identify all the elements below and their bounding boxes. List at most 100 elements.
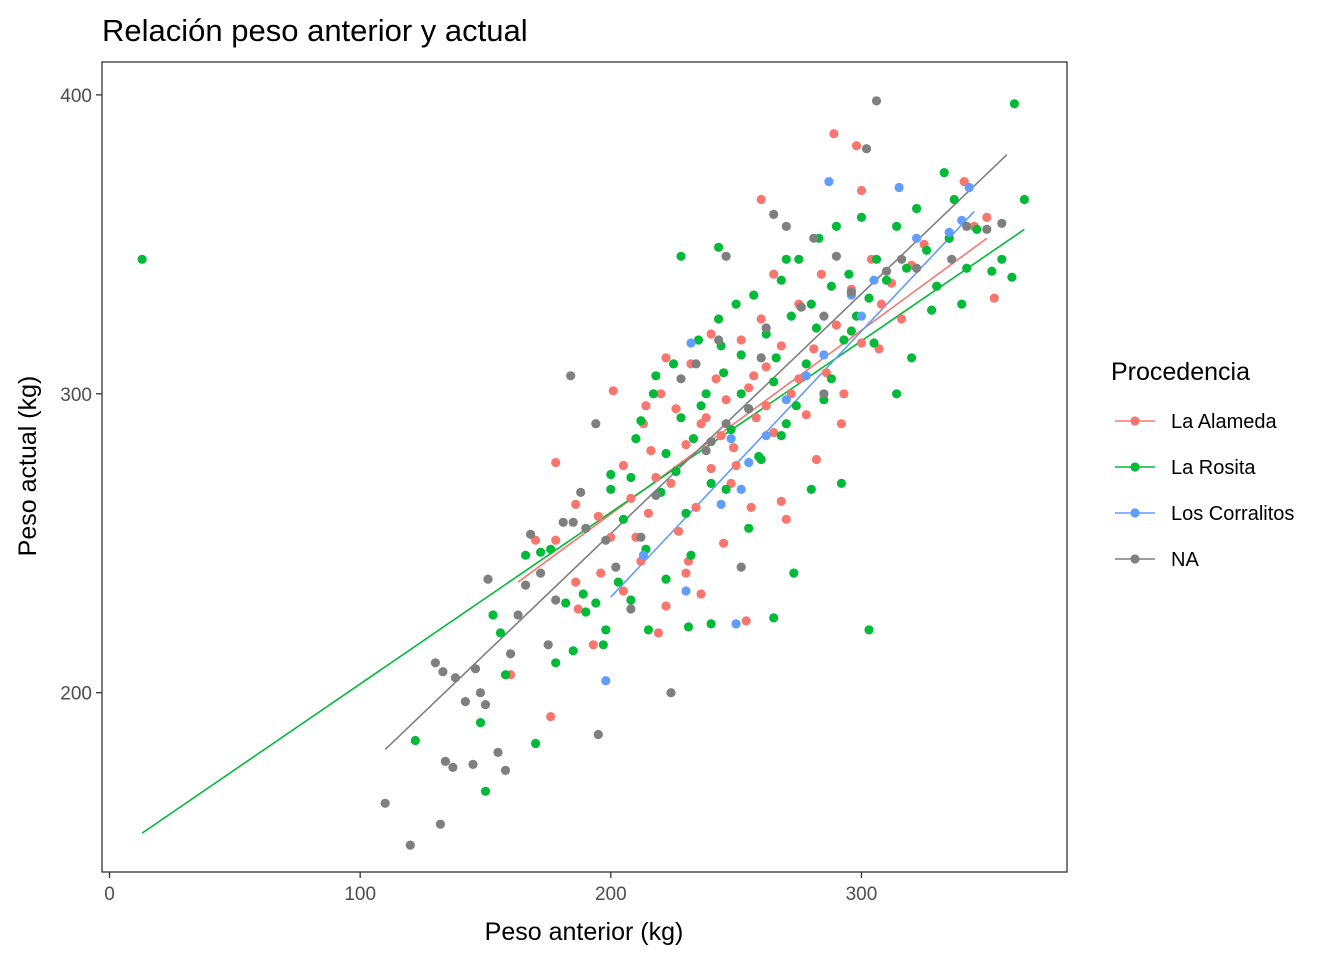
point-3-43 [769,209,779,219]
point-0-64 [661,601,671,611]
point-0-87 [641,401,651,411]
point-3-53 [897,254,907,264]
point-1-1 [410,735,420,746]
point-1-28 [706,478,716,488]
point-2-21 [638,550,649,560]
point-0-32 [831,320,842,330]
point-3-60 [714,335,724,345]
point-1-89 [686,550,696,560]
point-1-60 [932,281,942,291]
point-1-74 [643,625,654,635]
point-0-47 [989,293,999,303]
point-3-0 [380,798,390,808]
point-0-83 [716,431,726,441]
point-3-44 [781,221,791,231]
point-2-17 [744,457,754,468]
point-3-57 [982,224,992,234]
point-3-17 [513,610,523,620]
x-tick-label-3: 300 [846,884,878,905]
point-1-23 [676,413,686,423]
point-3-6 [448,762,458,773]
x-axis: 0 100 200 300 [104,872,877,905]
point-3-63 [819,389,829,399]
point-1-21 [661,448,671,459]
point-0-56 [719,538,729,548]
point-3-36 [676,374,686,384]
point-3-9 [468,759,478,770]
y-tick-label-0: 200 [60,684,92,705]
point-3-35 [666,688,676,698]
point-3-19 [526,529,536,539]
point-0-28 [801,410,811,420]
point-0-68 [651,472,661,483]
point-0-54 [681,568,691,578]
point-1-80 [676,251,686,261]
point-0-70 [706,329,716,339]
point-1-99 [791,401,801,411]
point-1-54 [871,254,882,264]
point-0-52 [571,577,581,587]
point-0-10 [666,478,676,488]
point-2-15 [964,182,974,193]
point-1-39 [776,275,786,285]
point-3-1 [405,840,415,850]
point-3-23 [558,517,568,527]
point-0-18 [729,443,739,453]
point-3-29 [593,729,603,740]
point-1-63 [962,263,972,273]
point-3-7 [450,673,460,683]
point-1-77 [561,598,571,608]
point-3-47 [819,311,829,321]
point-0-3 [593,511,603,521]
point-0-5 [618,460,629,471]
point-0-80 [761,401,771,411]
point-1-110 [500,670,511,680]
point-3-50 [861,144,872,154]
point-1-91 [631,434,641,444]
point-0-63 [588,640,598,650]
point-3-34 [651,490,661,500]
point-1-70 [769,613,779,623]
point-0-33 [839,389,849,399]
point-1-35 [749,290,759,300]
point-0-24 [769,428,779,438]
point-3-25 [568,517,578,527]
point-2-10 [869,275,879,285]
point-3-13 [483,574,493,584]
point-1-104 [907,353,917,363]
point-1-98 [771,353,781,363]
point-1-83 [869,338,879,348]
point-0-86 [661,353,671,363]
point-3-2 [435,819,445,829]
point-2-7 [801,371,811,381]
point-0-62 [573,604,583,614]
point-0-49 [851,141,862,151]
point-1-61 [939,168,949,178]
point-1-22 [668,359,679,369]
point-1-12 [598,640,608,650]
point-1-41 [786,311,796,321]
legend-label-2: Los Corralitos [1171,503,1294,525]
point-0-57 [746,502,756,512]
point-1-32 [731,299,741,309]
y-tick-label-2: 400 [60,86,92,107]
point-3-22 [551,595,561,605]
point-1-53 [864,293,874,303]
point-1-52 [856,212,867,222]
point-0-22 [756,314,766,324]
point-2-11 [894,182,904,193]
legend-key-point-2 [1130,508,1140,518]
point-1-97 [754,451,764,462]
point-1-101 [826,374,837,384]
point-0-30 [816,269,827,279]
point-3-4 [438,667,448,677]
x-tick-label-0: 0 [104,884,115,905]
point-1-10 [581,607,591,617]
point-3-24 [566,371,576,381]
point-1-64 [972,224,982,234]
point-1-55 [881,275,892,285]
legend-title: Procedencia [1111,358,1250,386]
point-1-100 [811,323,822,333]
point-1-105 [927,305,937,315]
point-2-6 [781,395,791,405]
